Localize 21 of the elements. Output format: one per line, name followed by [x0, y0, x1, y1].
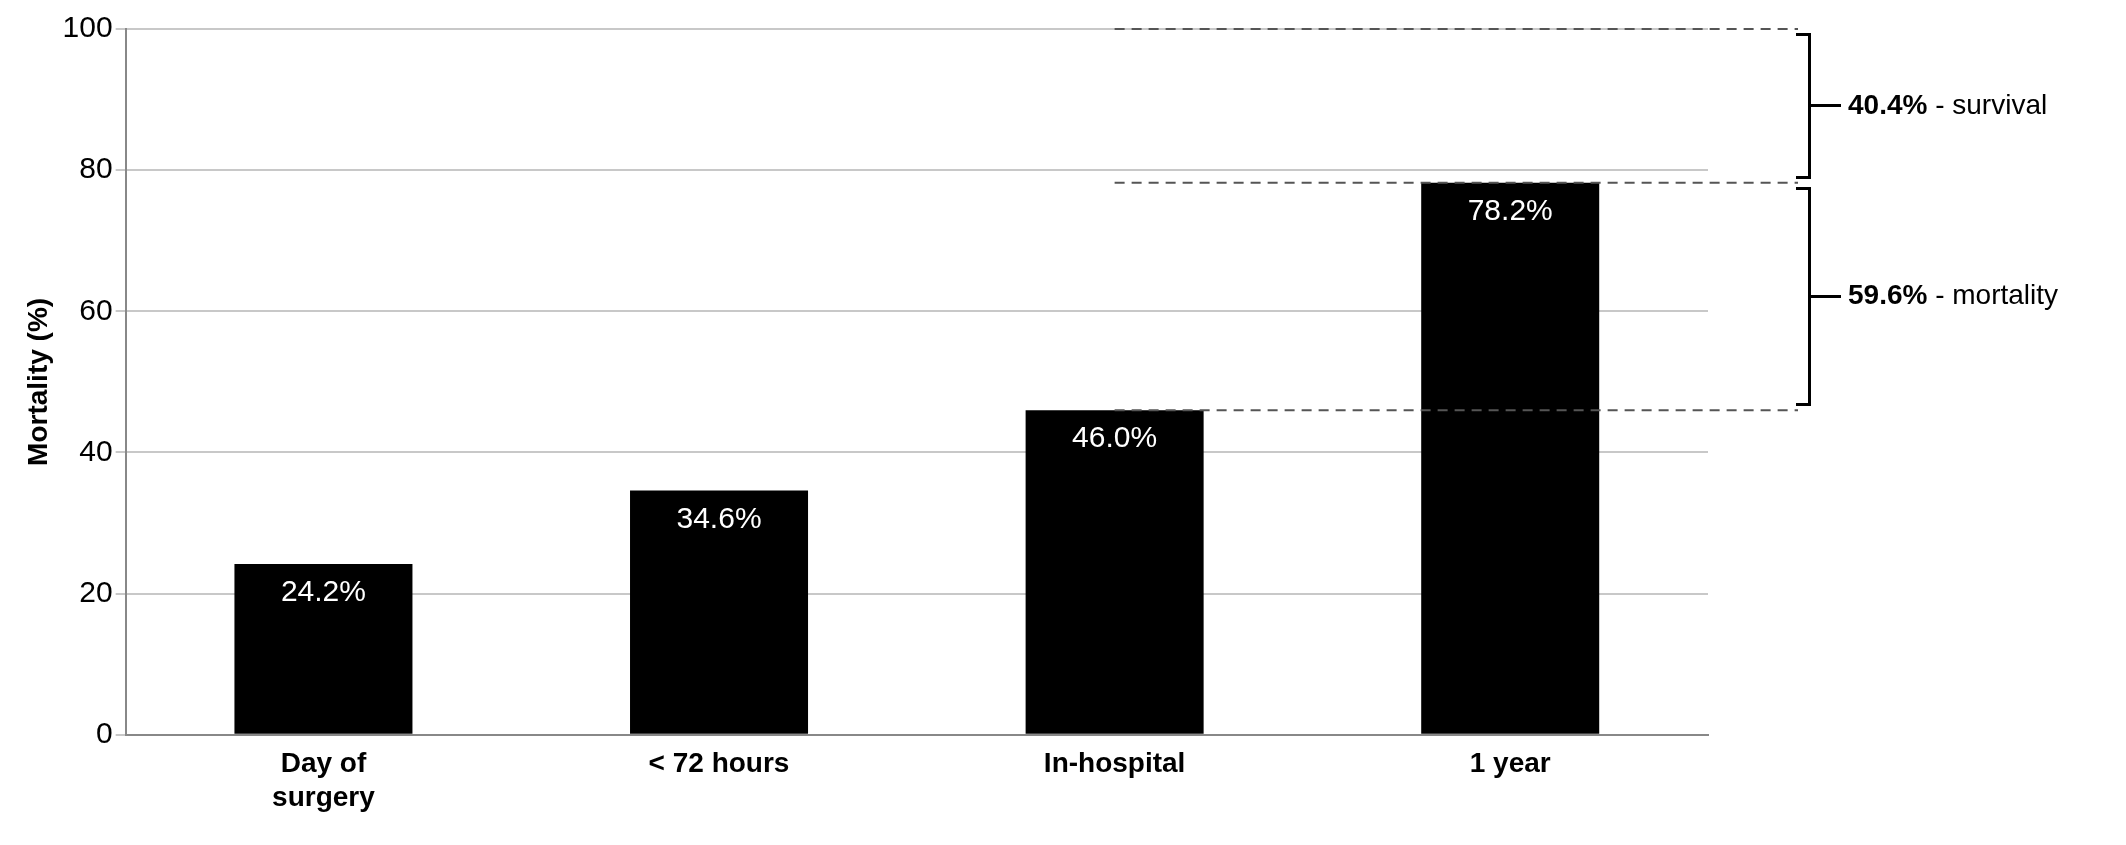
bar	[630, 490, 809, 734]
y-tick-label: 0	[95, 716, 113, 750]
x-tick-label: < 72 hours	[648, 747, 790, 779]
y-tick-label: 60	[79, 292, 113, 326]
x-tick-label: Day of surgery	[272, 747, 376, 812]
bar	[1025, 410, 1204, 734]
data-label: 46.0%	[1072, 420, 1158, 454]
y-tick-label: 20	[79, 574, 113, 608]
text: 59.6% - mortality	[1848, 279, 2059, 311]
y-tick-label: 80	[79, 151, 113, 185]
bar	[1421, 182, 1600, 734]
y-tick-label: 100	[62, 10, 113, 44]
y-axis-title: Mortality (%)	[21, 297, 53, 466]
bar	[234, 564, 413, 734]
x-tick-label: In-hospital	[1043, 747, 1186, 779]
y-tick-label: 40	[79, 433, 113, 467]
text: 40.4% - survival	[1848, 88, 2048, 120]
data-label: 34.6%	[676, 500, 762, 534]
data-label: 24.2%	[280, 574, 366, 608]
data-label: 78.2%	[1467, 193, 1553, 227]
x-tick-label: 1 year	[1469, 747, 1551, 779]
